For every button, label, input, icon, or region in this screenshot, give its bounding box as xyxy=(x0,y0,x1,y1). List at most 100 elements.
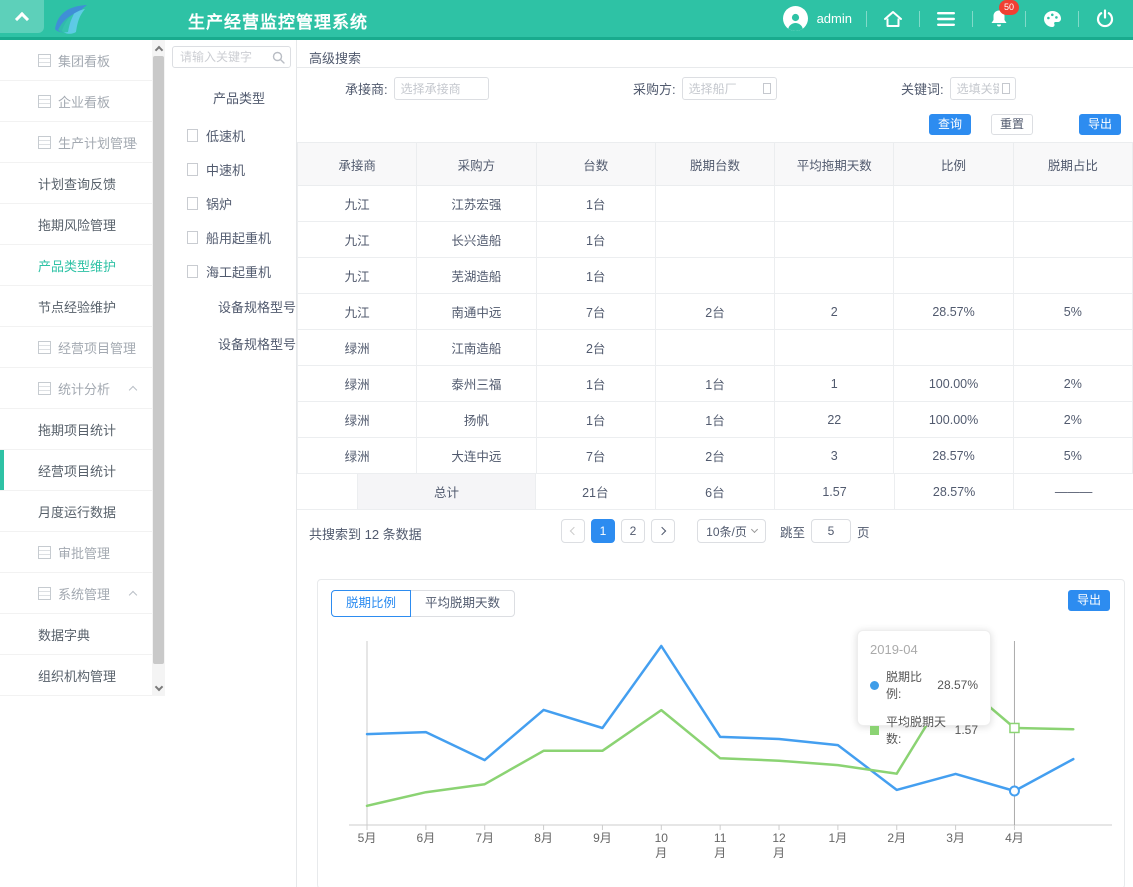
sidebar-item[interactable]: 计划查询反馈 xyxy=(0,163,152,204)
tree-item[interactable]: 船用起重机 xyxy=(165,220,296,254)
sidebar-item-label: 计划查询反馈 xyxy=(38,176,117,192)
sidebar-item[interactable]: 经营项目管理 xyxy=(0,327,152,368)
reset-button[interactable]: 重置 xyxy=(991,114,1034,135)
chevron-up-icon xyxy=(14,11,30,26)
sidebar-item[interactable]: 统计分析 xyxy=(0,368,152,409)
purchaser-input[interactable] xyxy=(682,78,776,99)
series-dot-icon xyxy=(870,680,879,690)
tree-item-label: 中速机 xyxy=(206,162,246,178)
tree-item[interactable]: 中速机 xyxy=(165,152,296,186)
menu-icon[interactable] xyxy=(934,7,958,31)
table-cell: 2台 xyxy=(535,329,656,366)
sidebar-item[interactable]: 系统管理 xyxy=(0,573,152,614)
chart-export-button[interactable]: 导出 xyxy=(1067,590,1110,611)
next-page-button[interactable] xyxy=(651,519,675,543)
home-icon[interactable] xyxy=(881,7,905,31)
logout-power-icon[interactable] xyxy=(1093,7,1117,31)
prev-page-button[interactable] xyxy=(561,519,585,543)
sidebar-item[interactable]: 集团看板 xyxy=(0,40,152,81)
table-cell: 1台 xyxy=(535,401,656,438)
user-avatar[interactable] xyxy=(782,6,808,31)
table-cell: 7台 xyxy=(535,437,656,474)
sidebar-item-label: 经营项目统计 xyxy=(38,463,117,479)
footer-value: 6台 xyxy=(656,474,776,509)
tree-item[interactable]: 锅炉 xyxy=(165,186,296,220)
page-button-2[interactable]: 2 xyxy=(621,519,645,543)
sidebar-item[interactable]: 审批管理 xyxy=(0,532,152,573)
tree-root-node[interactable]: 产品类型 xyxy=(213,91,266,106)
tab-avg-delay-days[interactable]: 平均脱期天数 xyxy=(410,590,516,617)
tree-subitem[interactable]: 设备规格型号 xyxy=(165,288,296,325)
sidebar-item[interactable]: 经营项目统计 xyxy=(0,450,152,491)
tree-subitem-label: 设备规格型号 xyxy=(218,300,297,315)
table-cell xyxy=(1012,257,1133,294)
svg-text:12: 12 xyxy=(772,831,786,845)
tree-list: 低速机 中速机 锅炉 船用起重机 海工起重机 设备规格型号 设备规格型号 xyxy=(165,118,296,362)
table-cell: 1台 xyxy=(654,401,776,438)
sidebar-scrollbar[interactable] xyxy=(152,40,165,696)
table-cell: 2 xyxy=(774,293,895,330)
sidebar-item[interactable]: 拖期风险管理 xyxy=(0,204,152,245)
tree-item[interactable]: 海工起重机 xyxy=(165,254,296,288)
contractor-input[interactable] xyxy=(394,78,488,99)
scroll-up-icon[interactable] xyxy=(152,40,165,56)
sidebar-collapse-button[interactable] xyxy=(0,0,44,33)
scroll-down-icon[interactable] xyxy=(152,680,165,696)
sidebar-item-label: 拖期项目统计 xyxy=(38,422,117,438)
page-size-select[interactable]: 10条/页 xyxy=(697,519,766,543)
sidebar-item[interactable]: 拖期项目统计 xyxy=(0,409,152,450)
select-glyph-icon xyxy=(1001,83,1010,94)
jump-page-input[interactable] xyxy=(811,519,852,543)
series-square-icon xyxy=(870,725,879,735)
export-button[interactable]: 导出 xyxy=(1079,114,1122,135)
search-actions: 查询 重置 导出 xyxy=(297,110,1133,142)
page-button-1[interactable]: 1 xyxy=(591,519,615,543)
table-cell: 大连中远 xyxy=(416,437,537,474)
chevron-down-icon xyxy=(750,525,758,534)
table-row: 九江 南通中远 7台 2台 2 28.57% 5% xyxy=(296,293,1133,330)
username-label[interactable]: admin xyxy=(816,11,852,26)
scrollbar-thumb[interactable] xyxy=(153,56,164,664)
query-button[interactable]: 查询 xyxy=(929,114,972,135)
table-cell: 江南造船 xyxy=(416,329,537,366)
tree-item-label: 船用起重机 xyxy=(206,230,272,246)
notification-bell-icon[interactable]: 50 xyxy=(987,0,1019,31)
theme-palette-icon[interactable] xyxy=(1040,7,1064,31)
svg-text:月: 月 xyxy=(655,846,667,860)
sidebar-item[interactable]: 产品类型维护 xyxy=(0,245,152,286)
table-cell: 1 xyxy=(774,365,895,402)
table-row: 绿洲 大连中远 7台 2台 3 28.57% 5% xyxy=(296,437,1133,474)
tree-search-input[interactable] xyxy=(173,47,290,67)
svg-text:4月: 4月 xyxy=(1005,831,1024,845)
menu-item-icon xyxy=(38,53,51,67)
sidebar-item[interactable]: 企业看板 xyxy=(0,81,152,122)
tab-delay-ratio[interactable]: 脱期比例 xyxy=(331,590,412,617)
search-icon xyxy=(272,51,285,64)
table-cell xyxy=(654,185,776,222)
sidebar-menu: 集团看板 企业看板 生产计划管理 计划查询反馈 拖期风险管理 产品类型维护 节点经验维护 经营… xyxy=(0,40,152,696)
sidebar-item-label: 组织机构管理 xyxy=(38,668,117,684)
table-cell: 绿洲 xyxy=(296,437,418,474)
tree-item[interactable]: 低速机 xyxy=(165,118,296,152)
table-cell: 长兴造船 xyxy=(416,221,537,258)
sidebar-item[interactable]: 节点经验维护 xyxy=(0,286,152,327)
table-body: 九江 江苏宏强 1台 九江 长兴造船 1台 九江 芜湖造船 1台 九江 南通中远 7台 2台 2 28.57… xyxy=(296,185,1133,474)
sidebar-item[interactable]: 数据字典 xyxy=(0,614,152,655)
keyword-input[interactable] xyxy=(950,78,1015,99)
tree-item-label: 低速机 xyxy=(206,128,246,144)
tree-subitem[interactable]: 设备规格型号 xyxy=(165,325,296,362)
footer-value: 28.57% xyxy=(895,474,1015,509)
sidebar-item[interactable]: 生产计划管理 xyxy=(0,122,152,163)
sidebar-item[interactable]: 组织机构管理 xyxy=(0,655,152,696)
jump-suffix: 页 xyxy=(857,525,870,540)
svg-text:2月: 2月 xyxy=(887,831,906,845)
sidebar-item[interactable]: 月度运行数据 xyxy=(0,491,152,532)
column-header: 脱期占比 xyxy=(1012,142,1133,186)
search-form: 承接商: 采购方: 关键词: xyxy=(297,68,1133,110)
table-cell: 九江 xyxy=(296,257,418,294)
table-cell: 1台 xyxy=(535,365,656,402)
table-cell: 泰州三福 xyxy=(416,365,537,402)
sidebar-item-label: 审批管理 xyxy=(58,545,111,561)
